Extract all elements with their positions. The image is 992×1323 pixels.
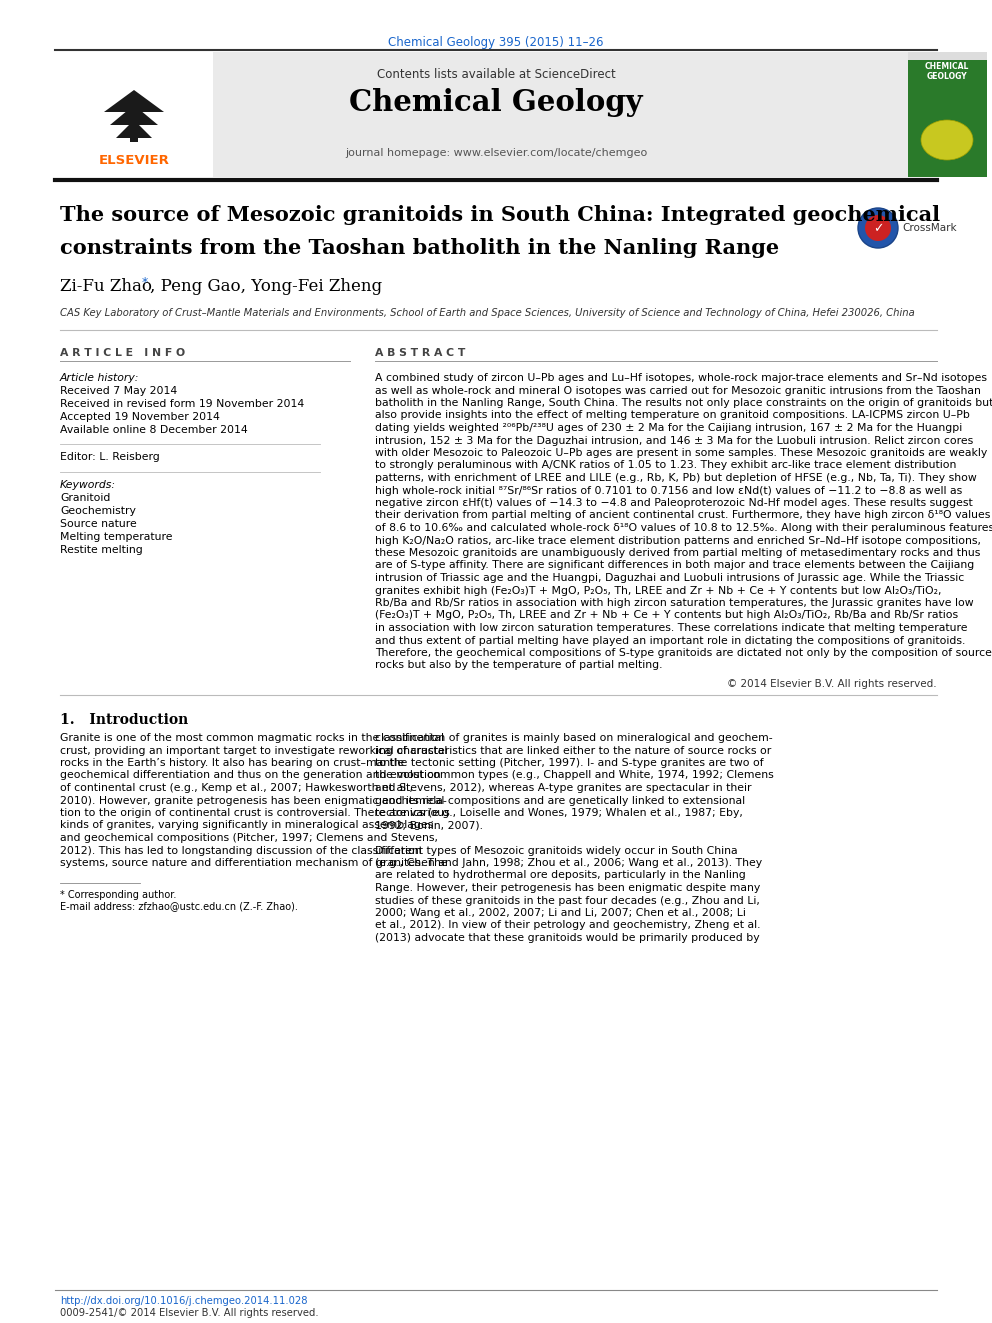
Text: et al., 2012). In view of their petrology and geochemistry, Zheng et al.: et al., 2012). In view of their petrolog… — [375, 921, 761, 930]
Text: tion to the origin of continental crust is controversial. There are various: tion to the origin of continental crust … — [60, 808, 449, 818]
Text: (e.g., Chen and Jahn, 1998; Zhou et al., 2006; Wang et al., 2013). They: (e.g., Chen and Jahn, 1998; Zhou et al.,… — [375, 859, 762, 868]
Text: Range. However, their petrogenesis has been enigmatic despite many: Range. However, their petrogenesis has b… — [375, 882, 760, 893]
Text: Keywords:: Keywords: — [60, 480, 116, 490]
FancyBboxPatch shape — [130, 130, 138, 142]
Text: ical characteristics that are linked either to the nature of source rocks or: ical characteristics that are linked eit… — [375, 745, 771, 755]
Text: Restite melting: Restite melting — [60, 545, 143, 556]
Text: Chemical Geology: Chemical Geology — [349, 89, 643, 116]
Polygon shape — [116, 120, 152, 138]
Text: and thus extent of partial melting have played an important role in dictating th: and thus extent of partial melting have … — [375, 635, 965, 646]
Circle shape — [858, 208, 898, 247]
Text: these Mesozoic granitoids are unambiguously derived from partial melting of meta: these Mesozoic granitoids are unambiguou… — [375, 548, 980, 558]
Text: A B S T R A C T: A B S T R A C T — [375, 348, 465, 359]
Text: and geochemical compositions (Pitcher, 1997; Clemens and Stevens,: and geochemical compositions (Pitcher, 1… — [60, 833, 438, 843]
Text: The source of Mesozoic granitoids in South China: Integrated geochemical: The source of Mesozoic granitoids in Sou… — [60, 205, 940, 225]
Text: * Corresponding author.: * Corresponding author. — [60, 890, 177, 901]
Text: (Fe₂O₃)T + MgO, P₂O₅, Th, LREE and Zr + Nb + Ce + Y contents but high Al₂O₃/TiO₂: (Fe₂O₃)T + MgO, P₂O₅, Th, LREE and Zr + … — [375, 610, 958, 620]
Text: Rb/Ba and Rb/Sr ratios in association with high zircon saturation temperatures, : Rb/Ba and Rb/Sr ratios in association wi… — [375, 598, 973, 609]
Text: high K₂O/Na₂O ratios, arc-like trace element distribution patterns and enriched : high K₂O/Na₂O ratios, arc-like trace ele… — [375, 536, 981, 545]
Text: 1.   Introduction: 1. Introduction — [60, 713, 188, 728]
Text: the most common types (e.g., Chappell and White, 1974, 1992; Clemens: the most common types (e.g., Chappell an… — [375, 770, 774, 781]
Text: and Stevens, 2012), whereas A-type granites are spectacular in their: and Stevens, 2012), whereas A-type grani… — [375, 783, 752, 792]
Text: in association with low zircon saturation temperatures. These correlations indic: in association with low zircon saturatio… — [375, 623, 967, 632]
Text: negative zircon εHf(t) values of −14.3 to −4.8 and Paleoproterozoic Nd-Hf model : negative zircon εHf(t) values of −14.3 t… — [375, 497, 973, 508]
Text: CHEMICAL
GEOLOGY: CHEMICAL GEOLOGY — [925, 62, 969, 82]
FancyBboxPatch shape — [55, 52, 213, 177]
Text: Granite is one of the most common magmatic rocks in the continental: Granite is one of the most common magmat… — [60, 733, 444, 744]
Text: Therefore, the geochemical compositions of S-type granitoids are dictated not on: Therefore, the geochemical compositions … — [375, 648, 992, 658]
Text: geochemical compositions and are genetically linked to extensional: geochemical compositions and are genetic… — [375, 795, 745, 806]
Text: batholith in the Nanling Range, South China. The results not only place constrai: batholith in the Nanling Range, South Ch… — [375, 398, 992, 407]
FancyBboxPatch shape — [908, 52, 987, 177]
Circle shape — [865, 216, 891, 241]
Text: with older Mesozoic to Paleozoic U–Pb ages are present in some samples. These Me: with older Mesozoic to Paleozoic U–Pb ag… — [375, 448, 987, 458]
Text: 2010). However, granite petrogenesis has been enigmatic and its rela-: 2010). However, granite petrogenesis has… — [60, 795, 446, 806]
FancyBboxPatch shape — [55, 52, 937, 177]
Text: 1992; Bonin, 2007).: 1992; Bonin, 2007). — [375, 820, 483, 831]
Text: Received 7 May 2014: Received 7 May 2014 — [60, 386, 178, 396]
Text: patterns, with enrichment of LREE and LILE (e.g., Rb, K, Pb) but depletion of HF: patterns, with enrichment of LREE and LI… — [375, 474, 977, 483]
Text: to strongly peraluminous with A/CNK ratios of 1.05 to 1.23. They exhibit arc-lik: to strongly peraluminous with A/CNK rati… — [375, 460, 956, 471]
Text: Different types of Mesozoic granitoids widely occur in South China: Different types of Mesozoic granitoids w… — [375, 845, 738, 856]
Text: Granitoid: Granitoid — [60, 493, 110, 503]
Polygon shape — [110, 105, 158, 124]
Text: classification of granites is mainly based on mineralogical and geochem-: classification of granites is mainly bas… — [375, 733, 773, 744]
Text: Article history:: Article history: — [60, 373, 139, 382]
Text: (2013) advocate that these granitoids would be primarily produced by: (2013) advocate that these granitoids wo… — [375, 933, 760, 943]
Text: Received in revised form 19 November 2014: Received in revised form 19 November 201… — [60, 400, 305, 409]
Text: intrusion of Triassic age and the Huangpi, Daguzhai and Luobuli intrusions of Ju: intrusion of Triassic age and the Huangp… — [375, 573, 964, 583]
Text: intrusion, 152 ± 3 Ma for the Daguzhai intrusion, and 146 ± 3 Ma for the Luobuli: intrusion, 152 ± 3 Ma for the Daguzhai i… — [375, 435, 973, 446]
Text: Zi-Fu Zhao: Zi-Fu Zhao — [60, 278, 158, 295]
Text: Source nature: Source nature — [60, 519, 137, 529]
Text: rocks but also by the temperature of partial melting.: rocks but also by the temperature of par… — [375, 660, 663, 671]
Text: , Peng Gao, Yong-Fei Zheng: , Peng Gao, Yong-Fei Zheng — [150, 278, 382, 295]
Text: Accepted 19 November 2014: Accepted 19 November 2014 — [60, 411, 220, 422]
Text: geochemical differentiation and thus on the generation and evolution: geochemical differentiation and thus on … — [60, 770, 440, 781]
Text: ✓: ✓ — [873, 222, 883, 235]
Text: crust, providing an important target to investigate reworking of crustal: crust, providing an important target to … — [60, 745, 447, 755]
Text: of 8.6 to 10.6‰ and calculated whole-rock δ¹⁸O values of 10.8 to 12.5‰. Along wi: of 8.6 to 10.6‰ and calculated whole-roc… — [375, 523, 992, 533]
Text: granites exhibit high (Fe₂O₃)T + MgO, P₂O₅, Th, LREE and Zr + Nb + Ce + Y conten: granites exhibit high (Fe₂O₃)T + MgO, P₂… — [375, 586, 941, 595]
Polygon shape — [104, 90, 164, 112]
Text: Available online 8 December 2014: Available online 8 December 2014 — [60, 425, 248, 435]
Text: Melting temperature: Melting temperature — [60, 532, 173, 542]
Text: constraints from the Taoshan batholith in the Nanling Range: constraints from the Taoshan batholith i… — [60, 238, 779, 258]
Text: tectonics (e.g., Loiselle and Wones, 1979; Whalen et al., 1987; Eby,: tectonics (e.g., Loiselle and Wones, 197… — [375, 808, 743, 818]
Text: high whole-rock initial ⁸⁷Sr/⁸⁶Sr ratios of 0.7101 to 0.7156 and low εNd(t) valu: high whole-rock initial ⁸⁷Sr/⁸⁶Sr ratios… — [375, 486, 962, 496]
Text: also provide insights into the effect of melting temperature on granitoid compos: also provide insights into the effect of… — [375, 410, 970, 421]
Text: of continental crust (e.g., Kemp et al., 2007; Hawkesworth et al.,: of continental crust (e.g., Kemp et al.,… — [60, 783, 413, 792]
Text: are of S-type affinity. There are significant differences in both major and trac: are of S-type affinity. There are signif… — [375, 561, 974, 570]
Ellipse shape — [921, 120, 973, 160]
Text: journal homepage: www.elsevier.com/locate/chemgeo: journal homepage: www.elsevier.com/locat… — [345, 148, 647, 157]
Text: kinds of granites, varying significantly in mineralogical assemblages: kinds of granites, varying significantly… — [60, 820, 434, 831]
Text: 2000; Wang et al., 2002, 2007; Li and Li, 2007; Chen et al., 2008; Li: 2000; Wang et al., 2002, 2007; Li and Li… — [375, 908, 746, 918]
Text: rocks in the Earth’s history. It also has bearing on crust–mantle: rocks in the Earth’s history. It also ha… — [60, 758, 404, 767]
Text: CrossMark: CrossMark — [902, 224, 956, 233]
Text: 0009-2541/© 2014 Elsevier B.V. All rights reserved.: 0009-2541/© 2014 Elsevier B.V. All right… — [60, 1308, 318, 1318]
Text: CAS Key Laboratory of Crust–Mantle Materials and Environments, School of Earth a: CAS Key Laboratory of Crust–Mantle Mater… — [60, 308, 915, 318]
Text: ELSEVIER: ELSEVIER — [98, 153, 170, 167]
Text: dating yields weighted ²⁰⁶Pb/²³⁸U ages of 230 ± 2 Ma for the Caijiang intrusion,: dating yields weighted ²⁰⁶Pb/²³⁸U ages o… — [375, 423, 962, 433]
Text: Contents lists available at ScienceDirect: Contents lists available at ScienceDirec… — [377, 67, 615, 81]
Text: Chemical Geology 395 (2015) 11–26: Chemical Geology 395 (2015) 11–26 — [388, 36, 604, 49]
Text: A R T I C L E   I N F O: A R T I C L E I N F O — [60, 348, 186, 359]
Text: A combined study of zircon U–Pb ages and Lu–Hf isotopes, whole-rock major-trace : A combined study of zircon U–Pb ages and… — [375, 373, 987, 382]
Text: © 2014 Elsevier B.V. All rights reserved.: © 2014 Elsevier B.V. All rights reserved… — [727, 679, 937, 689]
FancyBboxPatch shape — [908, 52, 987, 60]
Text: studies of these granitoids in the past four decades (e.g., Zhou and Li,: studies of these granitoids in the past … — [375, 896, 760, 905]
Text: Geochemistry: Geochemistry — [60, 505, 136, 516]
Text: their derivation from partial melting of ancient continental crust. Furthermore,: their derivation from partial melting of… — [375, 511, 990, 520]
Text: E-mail address: zfzhao@ustc.edu.cn (Z.-F. Zhao).: E-mail address: zfzhao@ustc.edu.cn (Z.-F… — [60, 901, 298, 912]
Text: http://dx.doi.org/10.1016/j.chemgeo.2014.11.028: http://dx.doi.org/10.1016/j.chemgeo.2014… — [60, 1297, 308, 1306]
Text: Editor: L. Reisberg: Editor: L. Reisberg — [60, 452, 160, 462]
Text: as well as whole-rock and mineral O isotopes was carried out for Mesozoic granit: as well as whole-rock and mineral O isot… — [375, 385, 981, 396]
Text: to the tectonic setting (Pitcher, 1997). I- and S-type granites are two of: to the tectonic setting (Pitcher, 1997).… — [375, 758, 764, 767]
Text: *: * — [142, 277, 148, 288]
Text: 2012). This has led to longstanding discussion of the classification: 2012). This has led to longstanding disc… — [60, 845, 422, 856]
Text: systems, source nature and differentiation mechanism of granites. The: systems, source nature and differentiati… — [60, 859, 447, 868]
Text: are related to hydrothermal ore deposits, particularly in the Nanling: are related to hydrothermal ore deposits… — [375, 871, 746, 881]
